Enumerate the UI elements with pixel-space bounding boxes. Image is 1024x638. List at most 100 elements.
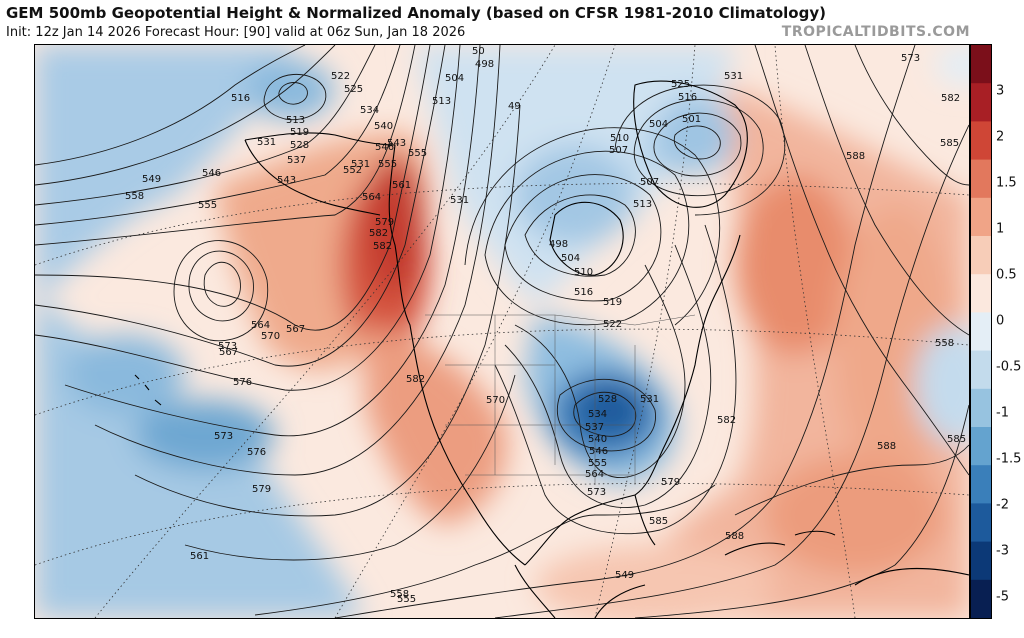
contour-label: 573	[587, 487, 606, 498]
contour-label: 49	[508, 101, 521, 112]
contour-label: 573	[218, 341, 237, 352]
contour-label: 576	[247, 447, 266, 458]
contour-label: 561	[392, 180, 411, 191]
contour-label: 555	[378, 159, 397, 170]
contour-label: 585	[947, 434, 966, 445]
contour-label: 573	[214, 431, 233, 442]
contour-label: 567	[286, 324, 305, 335]
contour-label: 582	[406, 374, 425, 385]
contour-label: 558	[390, 589, 409, 600]
contour-label: 582	[373, 241, 392, 252]
contour-label: 528	[290, 140, 309, 151]
colorbar-tick-label: -0.5	[996, 359, 1022, 375]
state-borders	[425, 314, 696, 485]
colorbar-swatch	[971, 159, 991, 199]
contour-label: 564	[362, 192, 381, 203]
contour-label: 501	[682, 114, 701, 125]
colorbar-tick-label: -3	[996, 543, 1009, 559]
contour-label: 537	[585, 422, 604, 433]
contour-label: 558	[125, 191, 144, 202]
contour-label: 498	[475, 59, 494, 70]
colorbar-tick-label: -1.5	[996, 451, 1022, 467]
map-title: GEM 500mb Geopotential Height & Normaliz…	[6, 4, 826, 22]
colorbar-tick-label: 1	[996, 221, 1005, 237]
colorbar-swatches	[971, 45, 991, 618]
colorbar-swatch	[971, 236, 991, 275]
contour-label: 513	[633, 199, 652, 210]
contour-label: 540	[588, 434, 607, 445]
anomaly-shading	[35, 45, 969, 618]
contour-label: 498	[549, 239, 568, 250]
contour-label: 555	[397, 594, 416, 605]
contour-label: 528	[598, 394, 617, 405]
contour-label-layer: 516 513 519 531 528 537 522 525 534 540 …	[125, 46, 966, 605]
contour-label: 588	[877, 441, 896, 452]
colorbar-swatch	[971, 579, 991, 618]
contour-label: 531	[640, 394, 659, 405]
contour-label: 579	[661, 477, 680, 488]
colorbar-tick-label: -2	[996, 497, 1009, 513]
colorbar-tick-label: 2	[996, 129, 1005, 145]
colorbar-swatch	[971, 388, 991, 428]
contour-label: 504	[649, 119, 668, 130]
contour-label: 504	[561, 253, 580, 264]
coastlines	[134, 80, 969, 618]
colorbar-swatch	[971, 83, 991, 122]
brand-watermark: TROPICALTIDBITS.COM	[781, 24, 970, 40]
contour-label: 510	[574, 267, 593, 278]
contour-label: 555	[588, 458, 607, 469]
contour-label: 570	[486, 395, 505, 406]
contour-label: 531	[257, 137, 276, 148]
contour-label: 534	[360, 105, 379, 116]
contour-label: 558	[935, 338, 954, 349]
colorbar-swatch	[971, 121, 991, 161]
contour-label: 582	[717, 415, 736, 426]
colorbar-swatch	[971, 45, 991, 84]
contour-label: 525	[671, 79, 690, 90]
contour-label: 525	[344, 84, 363, 95]
colorbar-swatch	[971, 312, 991, 352]
contour-label: 540	[374, 121, 393, 132]
contour-label: 555	[198, 200, 217, 211]
contour-label: 519	[603, 297, 622, 308]
contour-label: 552	[343, 165, 362, 176]
contour-label: 543	[277, 175, 296, 186]
contour-label: 564	[251, 320, 270, 331]
contour-label: 549	[142, 174, 161, 185]
colorbar-swatch	[971, 274, 991, 313]
contour-label: 582	[941, 93, 960, 104]
contour-label: 513	[286, 115, 305, 126]
anomaly-map: 516 513 519 531 528 537 522 525 534 540 …	[34, 44, 970, 619]
colorbar-swatch	[971, 541, 991, 581]
contour-label: 561	[190, 551, 209, 562]
map-subtitle: Init: 12z Jan 14 2026 Forecast Hour: [90…	[6, 25, 466, 40]
colorbar-swatch	[971, 503, 991, 543]
contour-label: 582	[369, 228, 388, 239]
colorbar-tick-label: -5	[996, 589, 1009, 605]
colorbar-swatch	[971, 197, 991, 237]
contour-label: 576	[233, 377, 252, 388]
contour-label: 531	[724, 71, 743, 82]
contour-label: 510	[610, 133, 629, 144]
contour-label: 579	[252, 484, 271, 495]
contour-label: 507	[609, 145, 628, 156]
contour-label: 522	[331, 71, 350, 82]
contour-label: 516	[574, 287, 593, 298]
contour-label: 50	[472, 46, 485, 57]
contour-label: 531	[450, 195, 469, 206]
colorbar	[970, 44, 992, 619]
colorbar-swatch	[971, 350, 991, 390]
contour-label: 570	[261, 331, 280, 342]
contour-label: 585	[649, 516, 668, 527]
contour-label: 534	[588, 409, 607, 420]
contour-label: 531	[351, 159, 370, 170]
contour-label: 507	[640, 177, 659, 188]
contour-label: 573	[901, 53, 920, 64]
contour-label: 546	[375, 142, 394, 153]
contour-label: 579	[375, 217, 394, 228]
contour-label: 549	[615, 570, 634, 581]
contour-label: 546	[202, 168, 221, 179]
graticule	[35, 45, 969, 618]
colorbar-tick-label: 0	[996, 313, 1005, 329]
map-canvas: 516 513 519 531 528 537 522 525 534 540 …	[35, 45, 969, 618]
